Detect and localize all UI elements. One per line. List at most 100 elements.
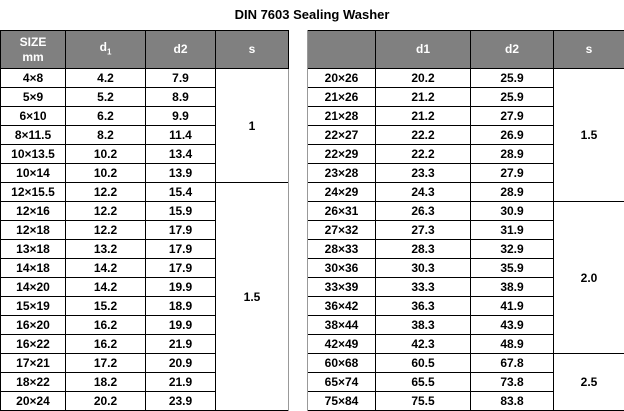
cell: 25.9: [471, 88, 554, 107]
cell: 31.9: [471, 221, 554, 240]
cell: 60×68: [308, 354, 376, 373]
cell: 17.2: [66, 354, 146, 373]
column-header: d1: [66, 31, 146, 69]
cell: 65×74: [308, 373, 376, 392]
cell: 27.3: [376, 221, 471, 240]
cell: 28.9: [471, 145, 554, 164]
cell: 10.2: [66, 164, 146, 183]
thickness-cell: 1.5: [216, 183, 289, 411]
cell: 21.9: [146, 335, 216, 354]
cell: 21×26: [308, 88, 376, 107]
cell: 75×84: [308, 392, 376, 411]
cell: 38.9: [471, 278, 554, 297]
cell: 75.5: [376, 392, 471, 411]
cell: 13.9: [146, 164, 216, 183]
cell: 15×19: [1, 297, 66, 316]
cell: 5×9: [1, 88, 66, 107]
cell: 28×33: [308, 240, 376, 259]
cell: 23.9: [146, 392, 216, 411]
cell: 17.9: [146, 240, 216, 259]
cell: 27.9: [471, 107, 554, 126]
cell: 4.2: [66, 69, 146, 88]
cell: 14×20: [1, 278, 66, 297]
cell: 22.2: [376, 145, 471, 164]
cell: 26×31: [308, 202, 376, 221]
cell: 23.3: [376, 164, 471, 183]
cell: 20×26: [308, 69, 376, 88]
cell: 30.9: [471, 202, 554, 221]
cell: 14.2: [66, 259, 146, 278]
header-text: mm: [22, 50, 43, 64]
cell: 33.3: [376, 278, 471, 297]
cell: 14.2: [66, 278, 146, 297]
cell: 27.9: [471, 164, 554, 183]
thickness-cell: 1.5: [554, 69, 624, 202]
thickness-cell: 2.5: [554, 354, 624, 411]
cell: 43.9: [471, 316, 554, 335]
column-header: d2: [471, 31, 554, 69]
cell: 28.3: [376, 240, 471, 259]
cell: 36.3: [376, 297, 471, 316]
cell: 8×11.5: [1, 126, 66, 145]
cell: 19.9: [146, 278, 216, 297]
cell: 18.9: [146, 297, 216, 316]
cell: 17.9: [146, 259, 216, 278]
cell: 6×10: [1, 107, 66, 126]
cell: 20.9: [146, 354, 216, 373]
cell: 12×16: [1, 202, 66, 221]
cell: 83.8: [471, 392, 554, 411]
cell: 4×8: [1, 69, 66, 88]
cell: 27×32: [308, 221, 376, 240]
column-header: s: [554, 31, 624, 69]
cell: 22.2: [376, 126, 471, 145]
cell: 33×39: [308, 278, 376, 297]
cell: 48.9: [471, 335, 554, 354]
cell: 13.4: [146, 145, 216, 164]
cell: 15.4: [146, 183, 216, 202]
cell: 65.5: [376, 373, 471, 392]
cell: 21.2: [376, 107, 471, 126]
cell: 10×13.5: [1, 145, 66, 164]
cell: 38.3: [376, 316, 471, 335]
cell: 23×28: [308, 164, 376, 183]
cell: 17×21: [1, 354, 66, 373]
cell: 24×29: [308, 183, 376, 202]
cell: 19.9: [146, 316, 216, 335]
cell: 17.9: [146, 221, 216, 240]
cell: 16.2: [66, 335, 146, 354]
cell: 26.3: [376, 202, 471, 221]
cell: 16×22: [1, 335, 66, 354]
column-header: d2: [146, 31, 216, 69]
thickness-cell: 2.0: [554, 202, 624, 354]
cell: 20×24: [1, 392, 66, 411]
cell: 21.9: [146, 373, 216, 392]
cell: 35.9: [471, 259, 554, 278]
cell: 11.4: [146, 126, 216, 145]
gap-column: [289, 31, 308, 411]
cell: 5.2: [66, 88, 146, 107]
cell: 10.2: [66, 145, 146, 164]
cell: 14×18: [1, 259, 66, 278]
header-text: SIZE: [20, 35, 47, 49]
cell: 12.2: [66, 183, 146, 202]
cell: 26.9: [471, 126, 554, 145]
cell: 13.2: [66, 240, 146, 259]
cell: 12×15.5: [1, 183, 66, 202]
cell: 15.9: [146, 202, 216, 221]
cell: 15.2: [66, 297, 146, 316]
cell: 30×36: [308, 259, 376, 278]
